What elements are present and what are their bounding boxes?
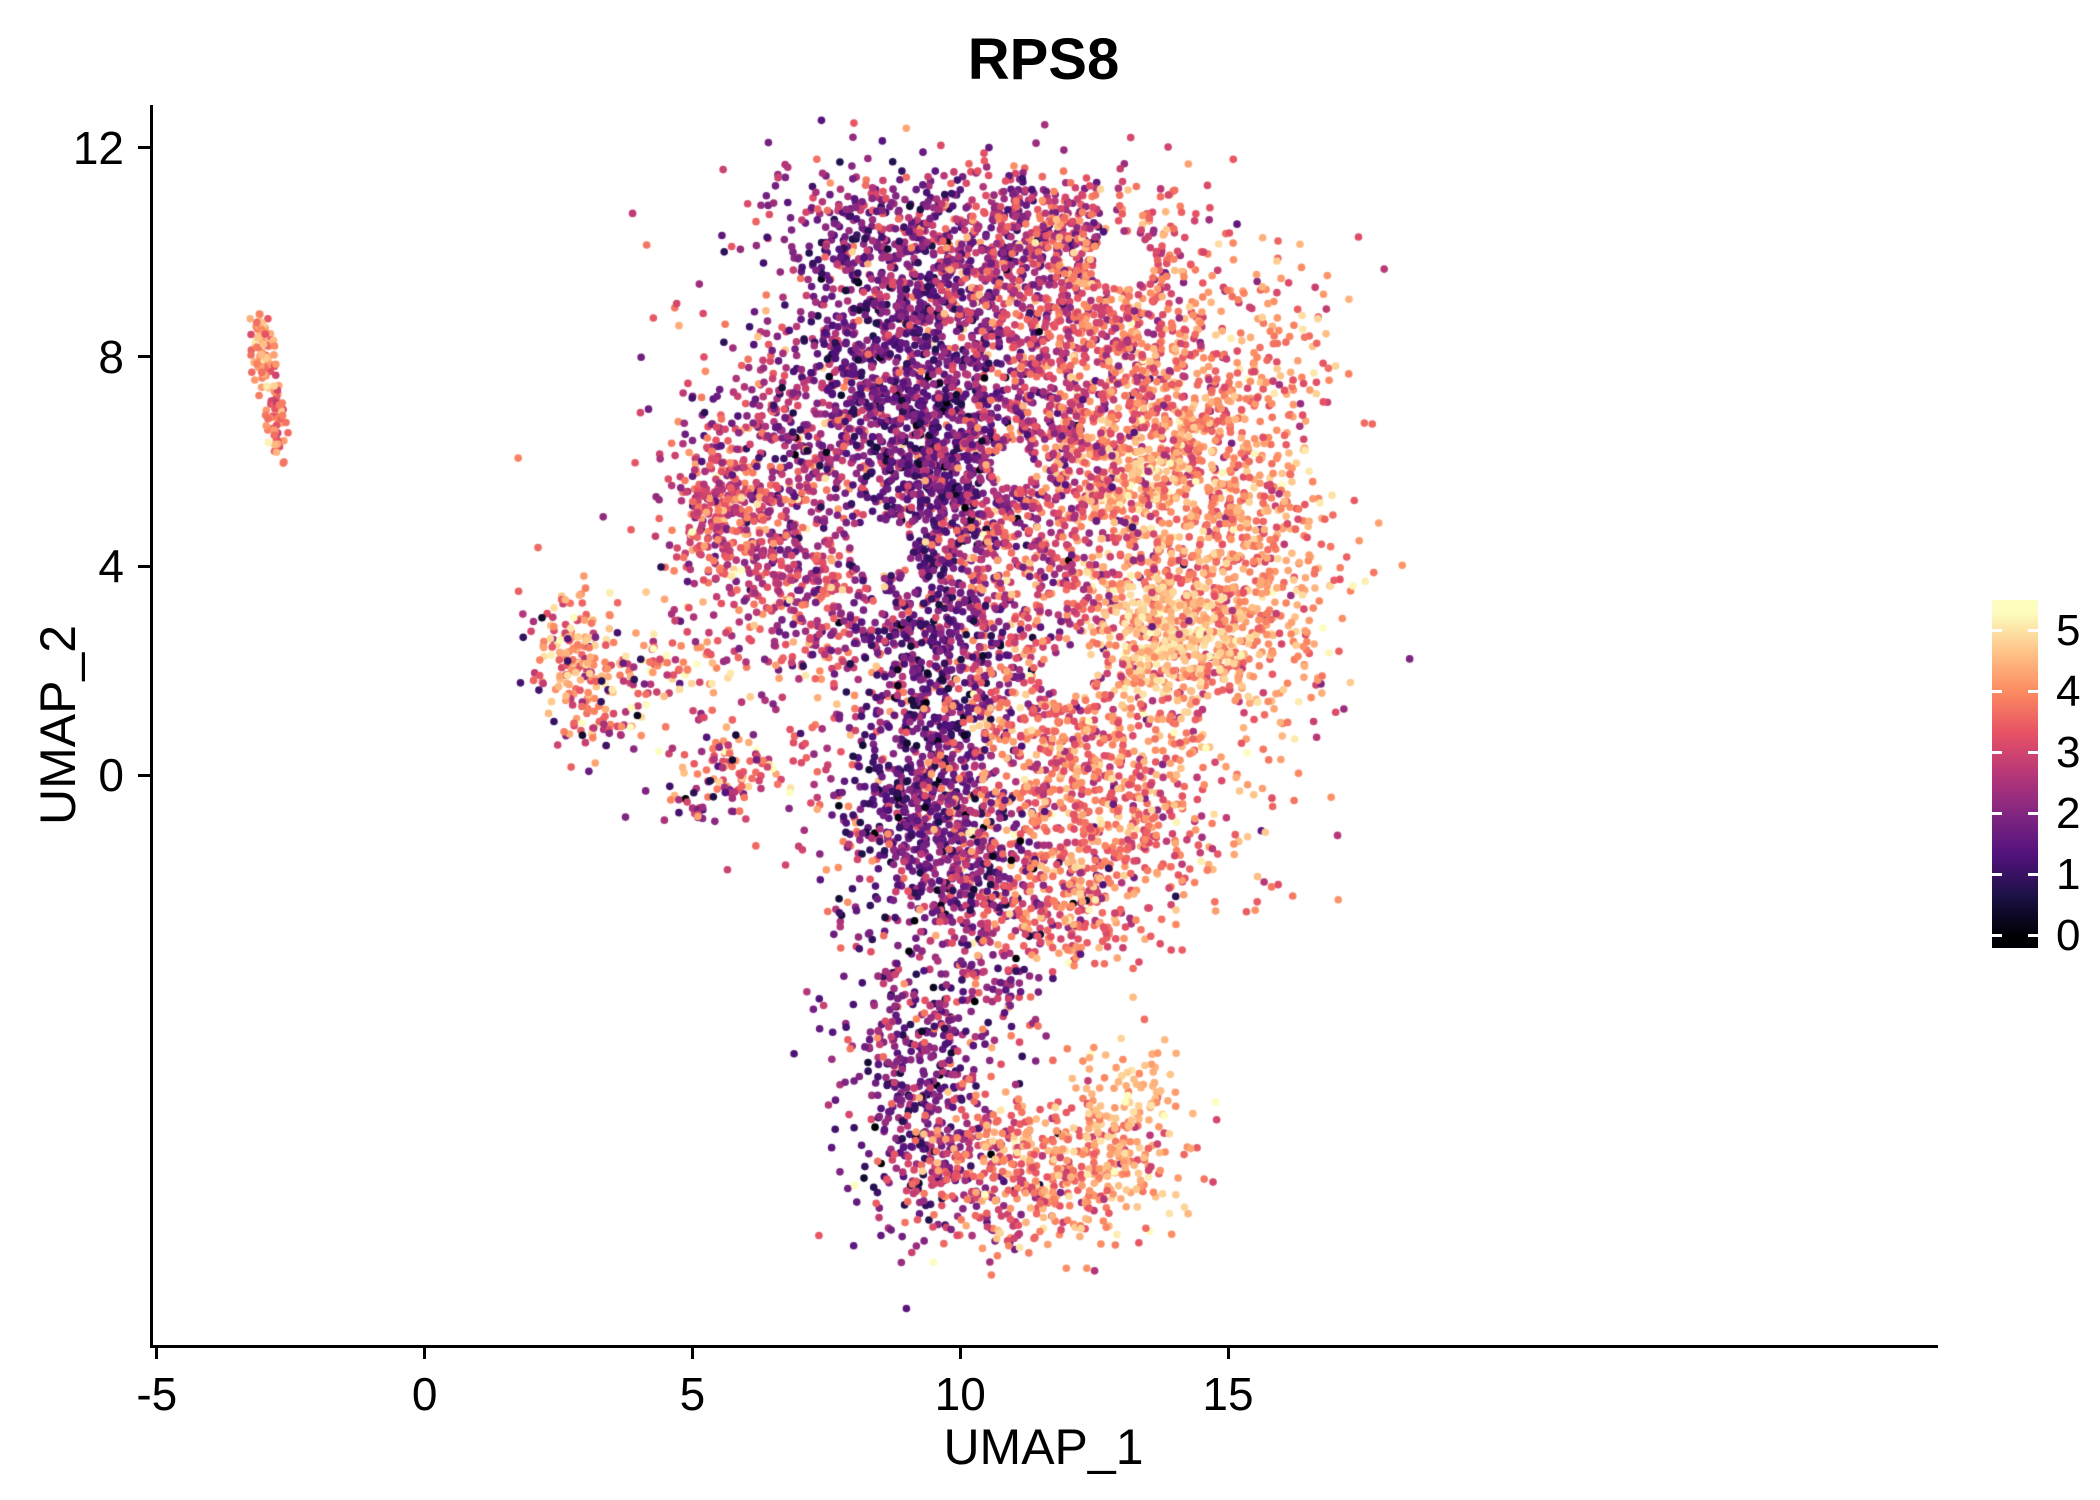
legend-tick-label: 0 xyxy=(2056,910,2081,960)
x-tick-label: 10 xyxy=(934,1368,986,1420)
y-axis-line xyxy=(150,105,153,1348)
plot-title: RPS8 xyxy=(967,27,1120,92)
legend-tick-label: 2 xyxy=(2056,788,2081,838)
y-tick-label: 8 xyxy=(98,330,124,383)
x-tick-label: 15 xyxy=(1202,1368,1254,1420)
y-tick-label: 12 xyxy=(72,121,124,174)
x-axis-line xyxy=(150,1345,1938,1348)
y-tick-label: 4 xyxy=(98,540,124,593)
y-axis-title: UMAP_2 xyxy=(30,624,86,826)
legend-tick-label: 4 xyxy=(2056,666,2081,716)
x-axis-title: UMAP_1 xyxy=(943,1419,1144,1475)
legend-tick-label: 5 xyxy=(2056,605,2081,655)
x-tick-label: 0 xyxy=(411,1368,438,1420)
x-tick-label: 5 xyxy=(679,1368,706,1420)
scatter-plot-canvas xyxy=(152,105,1935,1345)
x-tick-label: -5 xyxy=(136,1368,178,1420)
legend-tick-label: 3 xyxy=(2056,727,2081,777)
legend-tick-label: 1 xyxy=(2056,849,2081,899)
legend-gradient-bar xyxy=(1992,600,2038,948)
